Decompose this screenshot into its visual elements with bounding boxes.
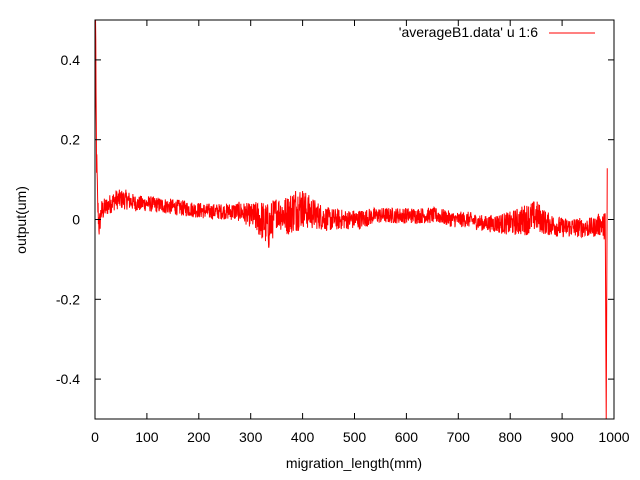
legend-entry-label: 'averageB1.data' u 1:6 [399, 24, 538, 40]
y-tick-label: -0.4 [56, 371, 80, 387]
x-tick-label: 600 [395, 429, 419, 445]
y-tick-label: 0 [72, 212, 80, 228]
x-axis-label: migration_length(mm) [286, 455, 422, 471]
y-tick-label: 0.4 [61, 52, 81, 68]
x-tick-label: 700 [447, 429, 471, 445]
series-line [94, 19, 608, 420]
x-tick-label: 1000 [598, 429, 629, 445]
x-tick-label: 0 [91, 429, 99, 445]
x-tick-label: 100 [135, 429, 159, 445]
x-tick-label: 800 [499, 429, 523, 445]
x-tick-label: 500 [343, 429, 367, 445]
y-tick-label: 0.2 [61, 132, 81, 148]
y-axis-label: output(um) [13, 186, 29, 254]
y-axis: -0.4 -0.2 0 0.2 0.4 [56, 52, 614, 387]
x-tick-label: 900 [550, 429, 574, 445]
x-tick-label: 400 [291, 429, 315, 445]
y-tick-label: -0.2 [56, 291, 80, 307]
x-tick-label: 200 [187, 429, 211, 445]
plot-area [94, 19, 608, 420]
legend: 'averageB1.data' u 1:6 [399, 24, 595, 40]
x-axis: 0 100 200 300 400 500 600 700 800 900 1000 [91, 20, 630, 445]
x-tick-label: 300 [239, 429, 263, 445]
